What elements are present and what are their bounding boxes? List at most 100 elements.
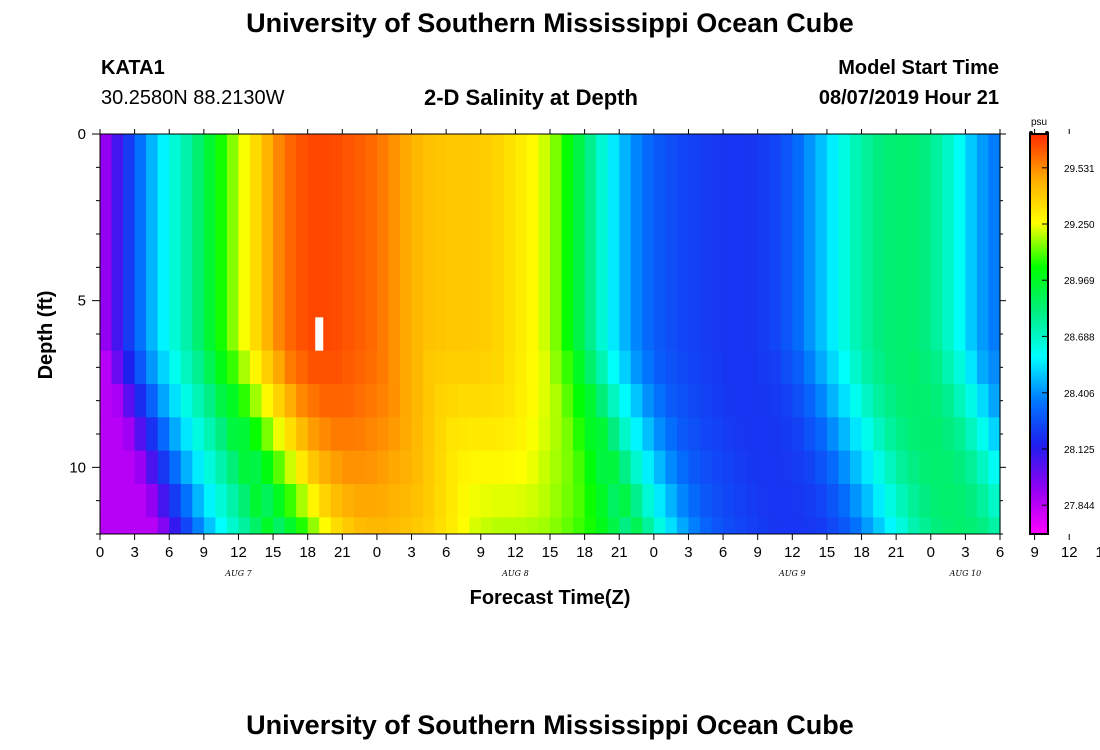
heatmap-cell (180, 134, 193, 352)
heatmap-cell (861, 484, 874, 518)
heatmap-cell (342, 484, 355, 518)
heatmap-cell (411, 517, 424, 535)
heatmap-cell (723, 350, 736, 385)
heatmap-cell (930, 484, 943, 518)
heatmap-cell (988, 517, 1001, 535)
heatmap-cell (319, 134, 332, 352)
heatmap-cell (388, 134, 401, 352)
heatmap-cell (400, 384, 413, 418)
heatmap-cell (826, 134, 840, 352)
heatmap-cell (515, 484, 528, 518)
heatmap-cell (157, 350, 170, 385)
heatmap-cell (688, 484, 701, 518)
x-tick-label: 0 (650, 544, 658, 561)
heatmap-cell (180, 417, 193, 452)
heatmap-cell (503, 417, 516, 452)
heatmap-cell (930, 517, 943, 535)
heatmap-cell (734, 384, 747, 418)
heatmap-cell (746, 350, 759, 385)
heatmap-cell (711, 350, 724, 385)
x-tick-label: 6 (719, 544, 727, 561)
heatmap-cell (642, 484, 655, 518)
heatmap-cell (826, 450, 840, 485)
heatmap-cell (723, 134, 736, 352)
heatmap-cell (411, 484, 424, 518)
chart-title: University of Southern Mississippi Ocean… (246, 8, 854, 38)
x-tick-label: 12 (1061, 544, 1078, 561)
heatmap-cell (376, 484, 390, 518)
heatmap-cell (757, 450, 770, 485)
heatmap-cell (584, 484, 597, 518)
heatmap-cell (423, 384, 436, 418)
heatmap-cell (250, 450, 263, 485)
heatmap-cell (746, 417, 759, 452)
heatmap-cell (769, 350, 782, 385)
heatmap-cell (780, 350, 793, 385)
heatmap-cell (330, 517, 343, 535)
day-labels: AUG 7 AUG 8 AUG 9 AUG 10 (224, 569, 981, 578)
heatmap-cell (123, 484, 136, 518)
heatmap-cell (157, 517, 170, 535)
heatmap-cell (480, 134, 493, 352)
colorbar-label: 29.531 (1064, 164, 1095, 175)
heatmap-cell (653, 517, 666, 535)
heatmap-cell (423, 350, 436, 385)
heatmap-cell (838, 350, 851, 385)
x-tick-label: 3 (961, 544, 969, 561)
heatmap-cell (342, 417, 355, 452)
heatmap-cell (976, 450, 990, 485)
heatmap-cell (988, 384, 1001, 418)
heatmap-cell (434, 484, 447, 518)
heatmap-cell (250, 134, 263, 352)
heatmap-cell (988, 450, 1001, 485)
heatmap-cell (561, 350, 574, 385)
heatmap-cell (907, 134, 920, 352)
heatmap-cell (850, 417, 863, 452)
heatmap-cell (815, 450, 828, 485)
heatmap-cell (365, 134, 378, 352)
heatmap-cell (446, 134, 459, 352)
heatmap-cell (330, 484, 343, 518)
heatmap-cell (642, 350, 655, 385)
heatmap-cell (873, 134, 886, 352)
heatmap-cell (942, 517, 955, 535)
heatmap-cell (111, 517, 124, 535)
heatmap-cell (850, 450, 863, 485)
heatmap-cell (873, 484, 886, 518)
x-tick-label: 12 (230, 544, 247, 561)
heatmap-cell (700, 134, 713, 352)
heatmap-cell (734, 417, 747, 452)
heatmap-cell (688, 517, 701, 535)
heatmap-cell (296, 417, 309, 452)
station-coords: 30.2580N 88.2130W (101, 87, 285, 109)
heatmap-cell (850, 484, 863, 518)
heatmap-cell (169, 350, 182, 385)
heatmap-cell (353, 484, 366, 518)
plot-subtitle: 2-D Salinity at Depth (424, 85, 638, 110)
heatmap-cell (203, 134, 216, 352)
heatmap-cell (653, 417, 666, 452)
heatmap-cell (411, 384, 424, 418)
x-tick-label: 3 (407, 544, 415, 561)
heatmap-cell (838, 450, 851, 485)
colorbar-label: 28.688 (1064, 332, 1095, 343)
heatmap-cell (792, 134, 805, 352)
heatmap-cell (250, 517, 263, 535)
colorbar-label: 29.250 (1064, 220, 1095, 231)
heatmap-cell (861, 450, 874, 485)
heatmap-cell (365, 484, 378, 518)
day-label: AUG 7 (224, 569, 252, 578)
heatmap-cell (261, 484, 274, 518)
heatmap-cell (319, 417, 332, 452)
heatmap-cell (861, 350, 874, 385)
heatmap-cell (203, 517, 216, 535)
heatmap-cell (665, 484, 678, 518)
heatmap-cell (526, 417, 540, 452)
heatmap-cell (273, 517, 286, 535)
heatmap-cell (550, 134, 563, 352)
heatmap-cell (896, 384, 909, 418)
heatmap-cell (826, 384, 840, 418)
heatmap-cell (296, 484, 309, 518)
heatmap-cell (134, 134, 147, 352)
heatmap-cell (803, 384, 816, 418)
